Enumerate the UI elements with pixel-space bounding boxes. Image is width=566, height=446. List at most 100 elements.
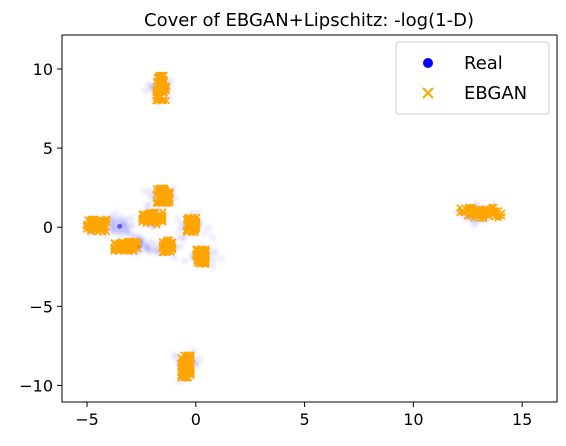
ebgan-point	[199, 247, 207, 256]
ebgan-series	[82, 71, 506, 382]
real-point	[144, 243, 149, 248]
real-point	[148, 248, 154, 254]
ebgan-point	[159, 189, 168, 197]
ebgan-point	[132, 238, 141, 246]
y-tick-label: −5	[29, 297, 53, 316]
ebgan-point	[148, 213, 156, 221]
real-point	[146, 202, 152, 208]
ebgan-point	[92, 221, 100, 229]
legend-ebgan-marker	[422, 87, 434, 99]
ebgan-cluster-7	[192, 245, 211, 268]
x-tick-label: 0	[191, 410, 201, 429]
real-point	[198, 356, 203, 361]
ebgan-point	[157, 76, 166, 84]
real-point	[219, 256, 224, 261]
ebgan-point	[90, 215, 98, 224]
real-point	[191, 348, 197, 353]
legend-ebgan-label: EBGAN	[464, 83, 527, 104]
real-point	[154, 249, 160, 255]
real-point	[471, 223, 477, 228]
real-point	[128, 215, 134, 221]
ebgan-point	[166, 189, 174, 198]
real-point	[108, 225, 114, 230]
ebgan-point	[86, 223, 94, 231]
real-point	[148, 239, 153, 244]
ebgan-point	[88, 223, 96, 231]
real-point	[195, 362, 200, 367]
ebgan-point	[184, 220, 193, 229]
real-point	[124, 225, 130, 230]
legend-box	[395, 41, 550, 115]
real-point	[209, 234, 215, 239]
real-point	[141, 189, 146, 194]
ebgan-point	[94, 228, 103, 236]
real-point	[182, 259, 187, 264]
ebgan-point	[463, 212, 472, 220]
real-point	[178, 222, 184, 227]
ebgan-point	[198, 253, 207, 262]
ebgan-cluster-3	[152, 184, 174, 207]
x-tick-label: 10	[403, 410, 423, 429]
ebgan-point	[102, 227, 111, 236]
ebgan-point	[177, 374, 185, 382]
y-tick-label: 10	[33, 60, 53, 79]
ebgan-point	[473, 209, 481, 217]
legend: Real EBGAN	[395, 41, 550, 115]
real-point	[171, 354, 177, 359]
real-point	[111, 219, 116, 225]
real-point	[123, 231, 129, 236]
real-point	[173, 196, 178, 201]
legend-real-marker	[423, 58, 433, 68]
real-point	[147, 188, 152, 194]
x-tick-label: −5	[75, 410, 99, 429]
ebgan-cluster-8	[456, 203, 506, 223]
ebgan-point	[190, 219, 199, 228]
real-point	[175, 216, 180, 222]
ebgan-point	[125, 247, 134, 256]
ebgan-point	[479, 212, 488, 221]
real-point	[148, 193, 153, 198]
ebgan-point	[163, 242, 172, 251]
real-point	[152, 241, 157, 247]
ebgan-point	[158, 214, 167, 223]
ebgan-point	[489, 208, 497, 216]
ebgan-point	[192, 246, 200, 254]
ebgan-point	[463, 205, 472, 213]
ebgan-point	[152, 77, 161, 86]
ebgan-point	[162, 199, 170, 207]
ebgan-cluster-0	[152, 71, 170, 105]
real-point	[103, 234, 108, 239]
real-point	[112, 210, 118, 215]
real-point	[130, 222, 136, 227]
ebgan-point	[158, 248, 167, 257]
ebgan-point	[157, 83, 165, 91]
plot-area	[82, 71, 506, 385]
real-point	[116, 217, 122, 222]
real-point	[178, 244, 183, 249]
ebgan-point	[178, 362, 186, 371]
real-point	[177, 227, 183, 233]
ebgan-point	[100, 222, 109, 231]
legend-real-label: Real	[464, 53, 503, 74]
axes: −5 0 5 10 15 −10 −5 0 5 10	[19, 34, 558, 429]
ebgan-point	[164, 245, 172, 253]
x-tick-label: 15	[512, 410, 532, 429]
real-point	[181, 236, 186, 241]
ebgan-point	[195, 260, 204, 268]
ebgan-cluster-9	[177, 351, 196, 382]
ebgan-point	[126, 237, 135, 245]
real-point	[117, 223, 123, 229]
ebgan-cluster-4	[138, 208, 167, 229]
chart-title: Cover of EBGAN+Lipschitz: -log(1-D)	[144, 10, 474, 31]
ebgan-point	[152, 184, 161, 193]
real-point	[110, 215, 115, 220]
ebgan-point	[192, 224, 201, 232]
real-point	[176, 235, 181, 241]
real-point	[211, 257, 217, 262]
ebgan-cluster-6	[182, 213, 201, 237]
ebgan-point	[117, 241, 125, 250]
x-tick-label: 5	[300, 410, 310, 429]
real-point	[112, 227, 118, 233]
y-tick-label: 0	[43, 218, 53, 237]
